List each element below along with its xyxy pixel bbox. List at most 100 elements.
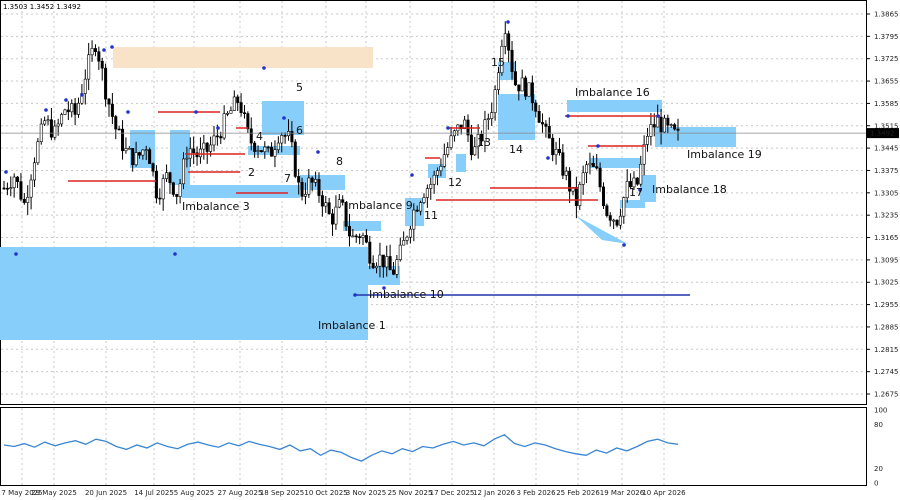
candle-body xyxy=(5,187,9,190)
candle-body xyxy=(486,118,490,121)
imbalance-zone-triangle xyxy=(576,216,628,244)
candle-body xyxy=(341,199,345,203)
price-tick-label: 1.3445 xyxy=(874,145,899,153)
candle-body xyxy=(344,202,348,227)
swing-dot xyxy=(194,110,198,114)
candle-body xyxy=(104,67,108,100)
candle-body xyxy=(49,119,53,138)
rsi-tick-label: 0 xyxy=(874,480,878,488)
candle-body xyxy=(73,103,77,115)
candle-body xyxy=(473,146,477,156)
candle-body xyxy=(669,124,673,126)
candle-body xyxy=(19,181,23,200)
candle-body xyxy=(43,120,47,125)
candle-body xyxy=(364,235,368,243)
rsi-line xyxy=(3,434,679,462)
imbalance-zone xyxy=(498,94,535,140)
swing-dot xyxy=(446,126,450,130)
zone-number: 12 xyxy=(448,176,462,189)
date-tick-label: 17 Dec 2025 xyxy=(430,489,475,497)
date-tick-label: 14 Jul 2025 xyxy=(134,489,174,497)
candle-body xyxy=(2,187,6,190)
date-tick-label: 25 Nov 2025 xyxy=(388,489,433,497)
candle-body xyxy=(629,181,633,188)
candle-body xyxy=(659,116,663,133)
price-tick-label: 1.3165 xyxy=(874,234,899,242)
candle-body xyxy=(29,179,33,198)
candle-body xyxy=(110,103,114,117)
candle-body xyxy=(77,102,81,115)
candle-body xyxy=(337,199,341,208)
date-tick-label: 7 May 2025 xyxy=(1,489,42,497)
candle-body xyxy=(158,197,162,200)
candle-body xyxy=(503,33,507,47)
candle-body xyxy=(639,163,643,185)
candle-body xyxy=(154,170,158,199)
candle-body xyxy=(676,128,680,131)
candle-body xyxy=(22,198,26,203)
current-price-badge xyxy=(867,128,899,139)
candle-body xyxy=(90,48,94,56)
price-tick-label: 1.2885 xyxy=(874,323,899,331)
price-tick-label: 1.2815 xyxy=(874,346,899,354)
candle-body xyxy=(276,142,280,150)
price-tick-label: 1.3235 xyxy=(874,212,899,220)
candle-body xyxy=(351,235,355,238)
candle-body xyxy=(388,256,392,271)
candle-body xyxy=(131,148,135,166)
zone-label: Imbalance 1 xyxy=(318,319,386,332)
candle-body xyxy=(578,184,582,206)
date-tick-label: 3 Nov 2025 xyxy=(346,489,386,497)
candle-body xyxy=(141,149,145,156)
candle-body xyxy=(32,162,36,181)
candle-body xyxy=(585,164,589,174)
price-tick-label: 1.3515 xyxy=(874,122,899,130)
candle-body xyxy=(226,113,230,115)
candle-body xyxy=(446,147,450,155)
price-tick-label: 1.3025 xyxy=(874,279,899,287)
price-tick-label: 1.3095 xyxy=(874,256,899,264)
candle-body xyxy=(270,146,274,157)
price-tick-label: 1.3865 xyxy=(874,10,899,18)
price-tick-label: 1.3375 xyxy=(874,167,899,175)
rsi-tick-label: 20 xyxy=(874,465,883,473)
zone-label: Imbalance 19 xyxy=(687,148,762,161)
price-tick-label: 1.3655 xyxy=(874,78,899,86)
candle-body xyxy=(649,124,653,137)
swing-dot xyxy=(173,252,177,256)
candle-body xyxy=(513,71,517,86)
candle-body xyxy=(63,109,67,115)
tan-zone xyxy=(113,47,373,68)
candle-body xyxy=(422,197,426,203)
imbalance-zone xyxy=(300,175,345,190)
candle-body xyxy=(381,254,385,268)
candle-body xyxy=(16,176,20,182)
candle-body xyxy=(608,215,612,221)
candle-body xyxy=(219,136,223,139)
candle-body xyxy=(408,228,412,238)
candle-body xyxy=(307,177,311,195)
candle-body xyxy=(303,194,307,197)
zone-label: Imbalance 10 xyxy=(369,288,444,301)
candle-body xyxy=(510,49,514,72)
candle-body xyxy=(259,150,263,153)
swing-dot xyxy=(656,114,660,118)
candle-body xyxy=(242,112,246,115)
candle-body xyxy=(375,265,379,269)
price-tick-label: 1.3305 xyxy=(874,189,899,197)
candle-body xyxy=(385,256,389,268)
swing-dot xyxy=(216,126,220,130)
candle-body xyxy=(239,102,243,114)
candle-body xyxy=(222,113,226,139)
swing-dot xyxy=(638,188,642,192)
candle-body xyxy=(293,141,297,177)
candle-body xyxy=(209,144,213,152)
candle-body xyxy=(425,188,429,198)
candle-body xyxy=(127,148,131,150)
candle-body xyxy=(151,163,155,172)
zone-number: 4 xyxy=(256,130,263,143)
swing-dot xyxy=(506,20,510,24)
candle-body xyxy=(232,96,236,111)
candle-body xyxy=(500,45,504,74)
swing-dot xyxy=(410,173,414,177)
